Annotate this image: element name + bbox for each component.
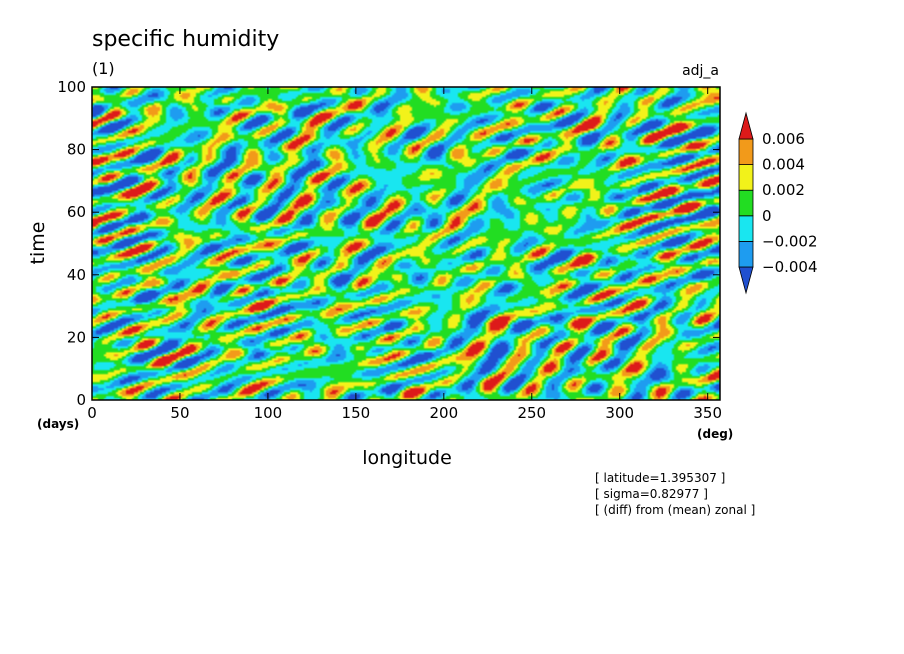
y-axis-ticks: 0 20 40 60 80 100 <box>57 78 720 409</box>
x-axis-ticks: 0 50 100 150 200 250 300 350 <box>87 87 722 422</box>
colorbar-label: −0.004 <box>762 258 818 276</box>
colorbar-label: 0.004 <box>762 156 805 174</box>
chart-subtitle: (1) <box>92 59 115 78</box>
y-tick-label: 80 <box>67 141 86 159</box>
colorbar-extend-low <box>738 266 754 295</box>
x-axis-title: longitude <box>362 447 452 469</box>
run-label: adj_a <box>682 63 719 79</box>
annotations: [ latitude=1.395307 ] [ sigma=0.82977 ] … <box>595 471 755 517</box>
y-axis-title: time <box>27 222 49 265</box>
y-tick-label: 100 <box>57 78 86 96</box>
annotation-sigma: [ sigma=0.82977 ] <box>595 487 708 501</box>
colorbar-label: 0 <box>762 207 772 225</box>
x-unit-label: (deg) <box>697 427 733 441</box>
colorbar: 0.006 0.004 0.002 0 −0.002 −0.004 <box>738 111 818 295</box>
y-tick-label: 20 <box>67 328 86 346</box>
humidity-field <box>92 87 720 400</box>
x-tick-label: 0 <box>87 404 97 422</box>
colorbar-segment <box>738 164 754 191</box>
y-tick-label: 40 <box>67 266 86 284</box>
x-tick-label: 100 <box>254 404 283 422</box>
colorbar-segment <box>738 138 754 166</box>
annotation-diff: [ (diff) from (mean) zonal ] <box>595 503 755 517</box>
colorbar-label: 0.002 <box>762 181 805 199</box>
colorbar-segment <box>738 189 754 217</box>
chart-title: specific humidity <box>92 27 279 52</box>
x-tick-label: 50 <box>170 404 189 422</box>
x-tick-label: 150 <box>342 404 371 422</box>
x-tick-label: 300 <box>605 404 634 422</box>
colorbar-label: −0.002 <box>762 232 818 250</box>
x-tick-label: 250 <box>517 404 546 422</box>
y-unit-label: (days) <box>37 417 79 431</box>
colorbar-extend-high <box>738 111 754 140</box>
x-tick-label: 350 <box>693 404 722 422</box>
colorbar-label: 0.006 <box>762 130 805 148</box>
annotation-latitude: [ latitude=1.395307 ] <box>595 471 725 485</box>
heatmap-plot-area <box>91 86 721 401</box>
colorbar-segment <box>738 240 754 268</box>
plot-frame <box>91 86 721 401</box>
x-tick-label: 200 <box>430 404 459 422</box>
y-tick-label: 0 <box>76 391 86 409</box>
y-tick-label: 60 <box>67 203 86 221</box>
colorbar-segment <box>738 215 754 242</box>
